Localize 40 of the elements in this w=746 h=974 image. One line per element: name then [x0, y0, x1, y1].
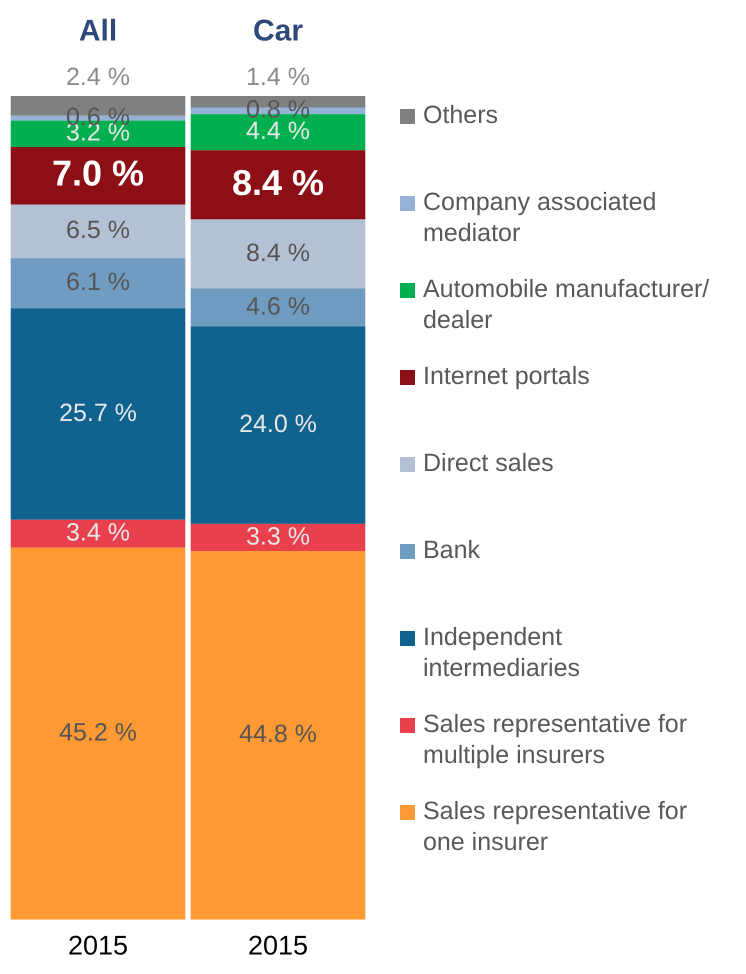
- data-label: 7.0 %: [52, 152, 144, 194]
- legend-label: Direct sales: [423, 448, 554, 479]
- legend-label: Company associated mediator: [423, 187, 658, 249]
- data-label: 6.5 %: [66, 216, 130, 244]
- data-label: 2.4 %: [66, 62, 130, 91]
- legend-label: Others: [423, 100, 498, 131]
- bar: [10, 204, 186, 258]
- data-label: 25.7 %: [59, 398, 137, 427]
- data-label: 8.4 %: [246, 238, 310, 267]
- text: All: [78, 14, 118, 48]
- x-tick-label: 2015: [248, 930, 308, 960]
- data-label: 8.4 %: [232, 162, 324, 203]
- bar: [10, 147, 186, 205]
- legend-label: Bank: [423, 535, 480, 566]
- bar: [10, 520, 186, 548]
- legend-label: Internet portals: [423, 361, 590, 392]
- bar: [190, 550, 366, 920]
- data-label: 3.3 %: [246, 522, 310, 550]
- data-label: 6.1 %: [66, 268, 130, 296]
- text: Car: [252, 14, 304, 48]
- bar: [190, 524, 366, 551]
- data-label: 44.8 %: [239, 720, 317, 748]
- data-label: 3.4 %: [66, 518, 130, 547]
- data-label: 1.4 %: [246, 62, 310, 91]
- legend-label: Automobile manufacturer/ dealer: [423, 274, 710, 336]
- legend-label: Independent intermediaries: [423, 622, 582, 684]
- bar: [10, 308, 186, 520]
- bar: [10, 258, 186, 308]
- bar: [10, 548, 186, 920]
- legend-label: Sales representative for multiple insurers: [423, 709, 688, 771]
- bar: [190, 326, 366, 524]
- legend-label: Sales representative for one insurer: [423, 796, 688, 858]
- data-label: 45.2 %: [59, 718, 137, 747]
- data-label: 4.4 %: [246, 117, 310, 146]
- bar: [190, 219, 366, 289]
- data-label: 24.0 %: [239, 410, 317, 438]
- bar: [190, 288, 366, 326]
- data-label: 4.6 %: [246, 292, 310, 320]
- bar: [190, 150, 366, 220]
- x-tick-label: 2015: [68, 930, 128, 960]
